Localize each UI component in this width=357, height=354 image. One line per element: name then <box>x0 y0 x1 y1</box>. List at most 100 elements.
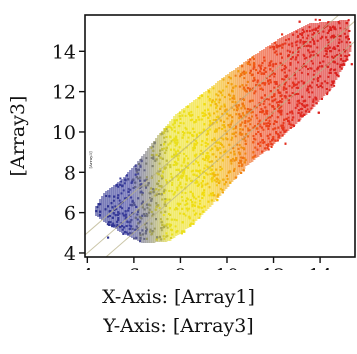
data-point <box>251 111 254 114</box>
data-point <box>249 123 252 126</box>
data-point <box>139 232 141 235</box>
data-point <box>173 148 176 151</box>
data-point <box>148 203 151 206</box>
data-point <box>221 94 224 97</box>
data-point <box>303 54 306 57</box>
data-point <box>266 116 269 119</box>
data-point <box>328 29 331 31</box>
data-point <box>211 168 214 171</box>
data-point <box>257 131 260 133</box>
data-point <box>127 207 130 210</box>
data-point <box>331 55 334 58</box>
data-point <box>189 223 192 226</box>
data-point <box>225 85 228 88</box>
data-point <box>156 172 159 175</box>
data-point <box>192 219 195 222</box>
data-point <box>332 82 335 85</box>
data-point <box>195 153 198 156</box>
data-point <box>154 208 157 211</box>
data-point <box>160 211 163 214</box>
data-point <box>150 154 153 156</box>
data-point <box>214 145 217 148</box>
data-point <box>172 193 175 196</box>
data-point <box>279 44 282 47</box>
density-strip <box>147 148 150 243</box>
data-point <box>255 84 258 87</box>
data-point <box>241 156 244 159</box>
data-point <box>312 73 315 76</box>
data-point <box>191 113 194 116</box>
data-point <box>189 131 192 134</box>
data-point <box>319 61 322 64</box>
data-point <box>177 177 180 180</box>
data-point <box>267 144 269 147</box>
density-strip <box>347 20 350 56</box>
data-point <box>166 181 168 184</box>
data-point <box>234 74 237 77</box>
data-point <box>155 158 158 161</box>
data-point <box>125 216 128 219</box>
data-point <box>141 206 144 209</box>
reference-lines <box>85 15 355 257</box>
data-point <box>221 128 224 130</box>
data-point <box>299 33 302 35</box>
data-point <box>280 105 283 108</box>
data-point <box>246 112 249 115</box>
data-point <box>176 189 179 192</box>
data-point <box>242 105 245 108</box>
inner-y-axis-label: [Array3] <box>88 151 93 168</box>
data-point <box>167 143 170 146</box>
data-point <box>120 180 123 183</box>
data-point <box>234 101 237 104</box>
data-point <box>180 186 183 189</box>
data-point <box>216 195 219 198</box>
data-point <box>321 98 323 100</box>
data-point <box>300 111 303 114</box>
data-point <box>259 66 262 69</box>
data-point <box>226 156 229 158</box>
data-point <box>283 71 286 74</box>
data-point <box>179 175 182 178</box>
data-point <box>220 136 223 139</box>
data-point <box>233 167 236 170</box>
data-point <box>186 131 189 134</box>
data-point <box>106 223 109 226</box>
data-point <box>127 190 130 193</box>
data-point <box>117 194 120 197</box>
data-point <box>253 105 256 108</box>
data-point <box>252 79 255 82</box>
data-point <box>330 84 333 86</box>
data-point <box>165 149 168 152</box>
data-point <box>301 28 304 31</box>
data-point <box>294 77 297 80</box>
data-point <box>159 149 161 152</box>
data-point <box>267 82 270 85</box>
data-point <box>208 112 211 115</box>
data-point <box>216 199 219 202</box>
data-point <box>244 107 246 110</box>
data-point <box>135 168 138 171</box>
data-point <box>194 120 197 123</box>
data-point <box>305 65 307 68</box>
data-point <box>216 116 218 119</box>
data-point <box>260 126 263 129</box>
data-point <box>234 176 237 179</box>
data-point <box>254 146 257 149</box>
data-point <box>267 125 270 128</box>
data-point <box>203 112 206 115</box>
data-point <box>244 122 247 124</box>
data-point <box>164 204 167 207</box>
data-point <box>229 94 232 97</box>
data-point <box>218 101 221 104</box>
data-point <box>208 186 211 189</box>
data-point <box>253 63 256 66</box>
data-point <box>152 188 155 191</box>
data-point <box>333 84 336 87</box>
data-point <box>316 68 319 71</box>
data-point <box>182 172 185 175</box>
density-strip <box>297 29 300 122</box>
data-point <box>217 193 220 196</box>
data-point <box>279 95 282 98</box>
data-point <box>222 138 225 141</box>
data-point <box>198 202 201 205</box>
